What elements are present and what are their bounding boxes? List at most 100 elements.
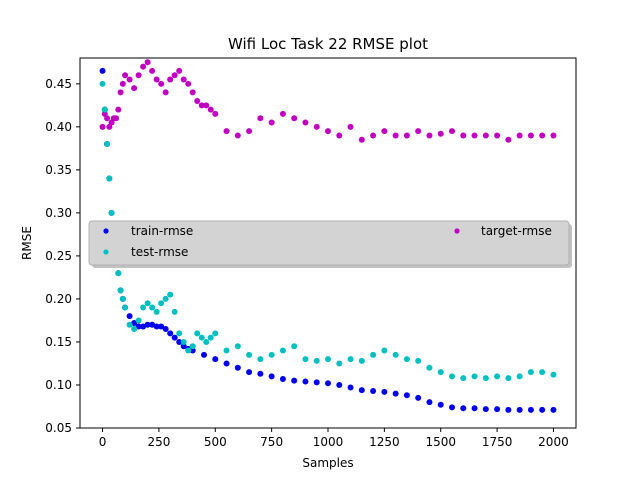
target-rmse-point [198, 102, 205, 109]
train-rmse-point [171, 334, 178, 341]
test-rmse-point [99, 80, 106, 87]
test-rmse-point [153, 308, 160, 315]
test-rmse-point [505, 375, 512, 382]
train-rmse-point [471, 405, 478, 412]
target-rmse-point [122, 72, 129, 79]
target-rmse-point [550, 132, 557, 139]
train-rmse-point [550, 406, 557, 413]
test-rmse-point [198, 334, 205, 341]
test-rmse-point [392, 351, 399, 358]
train-rmse-point [144, 321, 151, 328]
legend-box [88, 220, 570, 266]
target-rmse-point [171, 72, 178, 79]
data-points [99, 59, 557, 413]
train-rmse-point [539, 406, 546, 413]
test-rmse-point [539, 369, 546, 376]
target-rmse-point [99, 123, 106, 130]
target-rmse-point [246, 128, 253, 135]
test-rmse-point [119, 295, 126, 302]
test-rmse-point [279, 347, 286, 354]
test-rmse-point [325, 356, 331, 363]
legend-marker-target [454, 228, 460, 234]
test-rmse-point [291, 343, 298, 350]
train-rmse-point [158, 323, 165, 330]
train-rmse-point [392, 390, 399, 397]
train-rmse-point [135, 323, 142, 330]
test-rmse-point [234, 343, 241, 350]
target-rmse-point [482, 132, 489, 139]
train-rmse-point [482, 406, 489, 413]
test-rmse-point [268, 351, 275, 358]
test-rmse-point [207, 334, 214, 341]
test-rmse-point [302, 356, 309, 363]
train-rmse-point [189, 347, 196, 354]
target-rmse-point [158, 80, 165, 87]
test-rmse-point [176, 330, 183, 337]
target-rmse-point [291, 115, 298, 122]
target-rmse-point [325, 128, 331, 135]
test-rmse-point [167, 291, 174, 298]
test-rmse-point [516, 373, 523, 380]
target-rmse-point [117, 89, 124, 96]
train-rmse-point [516, 406, 523, 413]
y-tick-label: 0.40 [45, 120, 72, 134]
train-rmse-point [149, 321, 156, 328]
test-rmse-point [126, 321, 133, 328]
test-rmse-point [460, 375, 467, 382]
test-rmse-point [122, 304, 129, 311]
y-tick-label: 0.35 [45, 163, 72, 177]
target-rmse-point [126, 76, 133, 83]
target-rmse-point [370, 132, 377, 139]
target-rmse-point [437, 130, 444, 137]
x-tick-label: 1750 [482, 435, 513, 449]
test-rmse-point [403, 356, 410, 363]
x-tick-label: 0 [99, 435, 107, 449]
legend-label-train: train-rmse [131, 224, 193, 238]
target-rmse-point [212, 110, 219, 117]
target-rmse-point [336, 132, 343, 139]
target-rmse-point [403, 132, 410, 139]
train-rmse-point [370, 388, 377, 394]
target-rmse-point [167, 76, 174, 83]
y-tick-label: 0.30 [45, 206, 72, 220]
x-tick-label: 1250 [369, 435, 400, 449]
test-rmse-point [415, 357, 422, 364]
target-rmse-point [135, 72, 142, 79]
test-rmse-point [162, 295, 169, 302]
target-rmse-point [140, 63, 147, 70]
train-rmse-point [381, 388, 388, 395]
test-rmse-point [246, 351, 253, 358]
test-rmse-point [313, 357, 320, 364]
target-rmse-point [144, 59, 151, 66]
test-rmse-point [108, 209, 115, 216]
target-rmse-point [381, 128, 388, 135]
test-rmse-point [144, 300, 151, 307]
train-rmse-point [358, 387, 365, 394]
test-rmse-point [550, 371, 557, 378]
test-rmse-point [194, 330, 201, 337]
test-rmse-point [336, 360, 343, 367]
test-rmse-point [203, 338, 210, 345]
legend-marker-test [103, 249, 109, 255]
train-rmse-point [449, 404, 455, 411]
test-rmse-point [101, 106, 108, 113]
train-rmse-point [415, 394, 422, 401]
target-rmse-point [358, 136, 365, 143]
test-rmse-point [149, 304, 156, 311]
y-tick-label: 0.10 [45, 378, 72, 392]
y-axis-label: RMSE [20, 226, 34, 260]
target-rmse-point [119, 80, 126, 87]
train-rmse-point [234, 364, 241, 371]
test-rmse-point [189, 343, 196, 350]
test-rmse-point [135, 317, 142, 324]
target-rmse-point [392, 132, 399, 139]
train-rmse-point [153, 323, 160, 330]
target-rmse-point [115, 106, 122, 113]
test-rmse-point [370, 351, 377, 358]
target-rmse-point [113, 115, 120, 122]
train-rmse-point [291, 377, 298, 384]
train-rmse-point [325, 380, 331, 387]
test-rmse-point [347, 356, 354, 363]
test-rmse-point [140, 304, 147, 311]
target-rmse-point [234, 132, 241, 139]
